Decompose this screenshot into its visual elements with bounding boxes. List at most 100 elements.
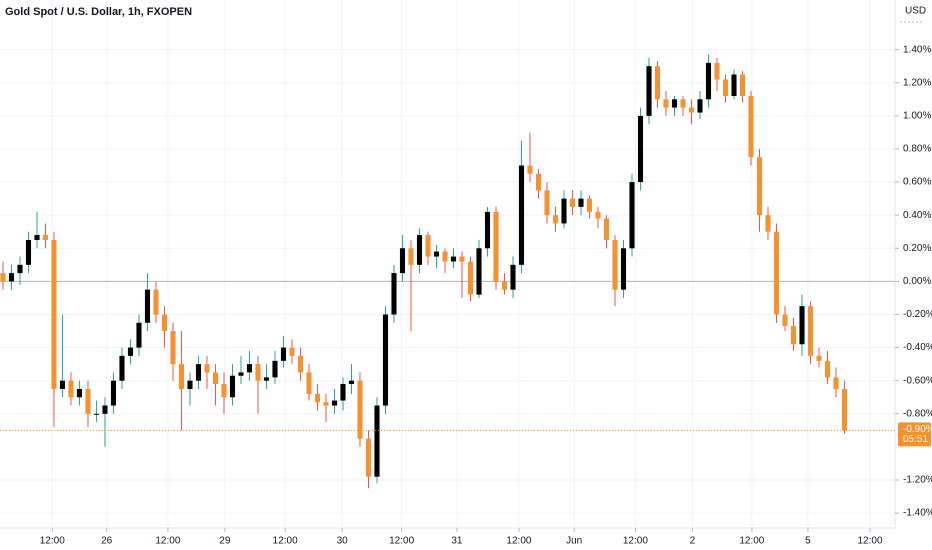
candle-body (433, 251, 440, 257)
last-price-box (898, 422, 931, 447)
currency-label: USD (905, 6, 926, 17)
candle-body (127, 347, 134, 356)
candle-body (76, 388, 83, 398)
candle-body (637, 115, 644, 183)
candle-body (765, 215, 771, 232)
candle-body (841, 388, 848, 431)
x-tick-label: Jun (566, 536, 582, 547)
candle-body (25, 240, 32, 265)
candle-body (170, 331, 176, 365)
candle-body (756, 157, 763, 216)
candle-body (297, 355, 304, 373)
candle-body (204, 364, 210, 373)
y-tick-label: 0.60% (903, 177, 931, 188)
candle-body (314, 393, 321, 403)
x-tick-label: 12:00 (40, 536, 65, 547)
candle-body (739, 74, 746, 96)
candle-body (807, 306, 814, 356)
candle-body (255, 364, 261, 381)
y-tick-label: 0.40% (903, 210, 931, 221)
candle-body (459, 256, 465, 262)
candles (0, 54, 848, 489)
y-tick-label: -0.80% (903, 408, 932, 419)
x-tick-label: 12:00 (739, 536, 764, 547)
candle-body (697, 99, 703, 113)
candle-body (680, 99, 686, 108)
y-tick-label: 0.20% (903, 243, 931, 254)
candle-body (833, 377, 839, 389)
candle-body (348, 380, 355, 384)
candle-body (501, 281, 508, 290)
candle-body (620, 248, 627, 290)
candle-body (408, 248, 414, 265)
candle-body (799, 306, 805, 345)
candle-body (773, 231, 780, 315)
x-tick-label: 12:00 (623, 536, 648, 547)
candle-body (425, 235, 431, 257)
candle-body (229, 375, 236, 398)
candle-body (416, 235, 423, 265)
candle-body (221, 384, 227, 398)
candle-body (705, 62, 712, 100)
candle-body (34, 235, 40, 240)
candle-body (450, 256, 457, 262)
candle-body (238, 372, 244, 376)
x-tick-label: 12:00 (857, 536, 882, 547)
candle-body (731, 74, 737, 96)
x-tick-label: 2 (690, 536, 696, 547)
y-tick-label: 1.40% (903, 44, 931, 55)
candle-body (510, 264, 516, 290)
candle-body (399, 248, 406, 274)
candle-body (382, 314, 389, 406)
y-tick-label: -0.20% (903, 309, 932, 320)
candle-body (654, 66, 661, 100)
candle-body (17, 264, 23, 274)
candle-body (790, 326, 797, 345)
candle-body (119, 355, 125, 381)
candle-body (51, 240, 57, 389)
y-tick-label: 0.00% (903, 276, 931, 287)
x-tick-label: 30 (337, 536, 349, 547)
candle-body (629, 182, 635, 249)
x-tick-label: 12:00 (506, 536, 531, 547)
candle-body (442, 251, 448, 262)
candle-body (467, 261, 474, 295)
x-tick-label: 12:00 (155, 536, 180, 547)
candle-body (263, 377, 270, 381)
y-tick-label: -1.40% (903, 508, 932, 519)
candle-body (331, 400, 338, 406)
candle-body (374, 405, 380, 477)
candle-body (722, 79, 729, 96)
countdown-label: 05:51 (903, 434, 928, 445)
candle-body (187, 380, 193, 389)
candle-body (535, 173, 542, 191)
x-tick-label: 29 (219, 536, 231, 547)
candle-body (93, 413, 100, 415)
candle-body (136, 322, 142, 348)
candle-body (178, 364, 185, 389)
candle-body (280, 347, 287, 361)
candle-body (782, 314, 788, 327)
candle-body (527, 165, 533, 174)
candle-body (195, 364, 202, 381)
candle-body (306, 372, 312, 394)
candle-body (212, 372, 219, 384)
candle-body (365, 438, 372, 477)
candle-body (714, 62, 720, 80)
candle-body (8, 273, 15, 282)
candle-body (824, 360, 831, 378)
chart-title: Gold Spot / U.S. Dollar, 1h, FXOPEN (5, 6, 192, 18)
x-tick-label: 12:00 (389, 536, 414, 547)
x-tick-label: 31 (451, 536, 463, 547)
candle-body (289, 347, 295, 356)
candle-body (357, 380, 363, 439)
candle-body (161, 314, 168, 332)
axis-labels: 1.40% 1.20% 1.00% 0.80% 0.60% 0.40% 0.20% 0.00%… (0, 44, 932, 547)
candle-body (671, 99, 678, 108)
y-tick-label: 1.20% (903, 77, 931, 88)
candle-body (476, 248, 482, 295)
candle-body (144, 289, 151, 323)
candle-body (552, 215, 559, 224)
candle-body (484, 211, 491, 249)
